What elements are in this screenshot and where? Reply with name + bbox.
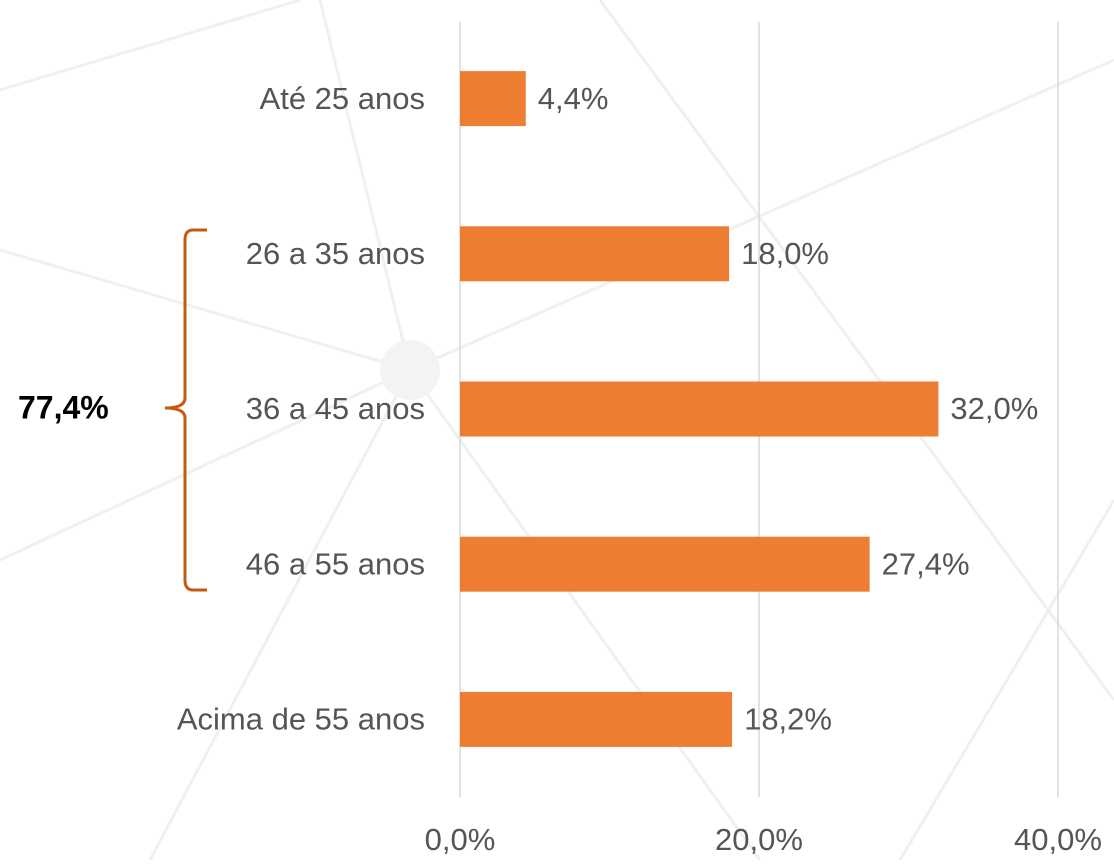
network-node bbox=[380, 340, 440, 400]
x-tick-label: 20,0% bbox=[715, 822, 803, 857]
y-tick-label: 46 a 55 anos bbox=[246, 546, 425, 581]
value-label: 27,4% bbox=[882, 546, 970, 581]
value-label: 18,2% bbox=[744, 702, 832, 737]
bar bbox=[460, 381, 939, 437]
bar bbox=[460, 536, 870, 592]
y-tick-label: 36 a 45 anos bbox=[246, 391, 425, 426]
value-label: 18,0% bbox=[741, 236, 829, 271]
annotation: 77,4% bbox=[18, 389, 109, 425]
y-tick-label: 26 a 35 anos bbox=[246, 236, 425, 271]
y-tick-label: Até 25 anos bbox=[260, 81, 425, 116]
value-label: 32,0% bbox=[950, 391, 1038, 426]
value-label: 4,4% bbox=[538, 81, 609, 116]
y-tick-label: Acima de 55 anos bbox=[177, 702, 425, 737]
bracket bbox=[164, 228, 207, 592]
bar bbox=[460, 226, 730, 282]
bar bbox=[460, 71, 526, 127]
bar bbox=[460, 691, 733, 747]
x-tick-label: 0,0% bbox=[425, 822, 496, 857]
x-tick-label: 40,0% bbox=[1014, 822, 1102, 857]
